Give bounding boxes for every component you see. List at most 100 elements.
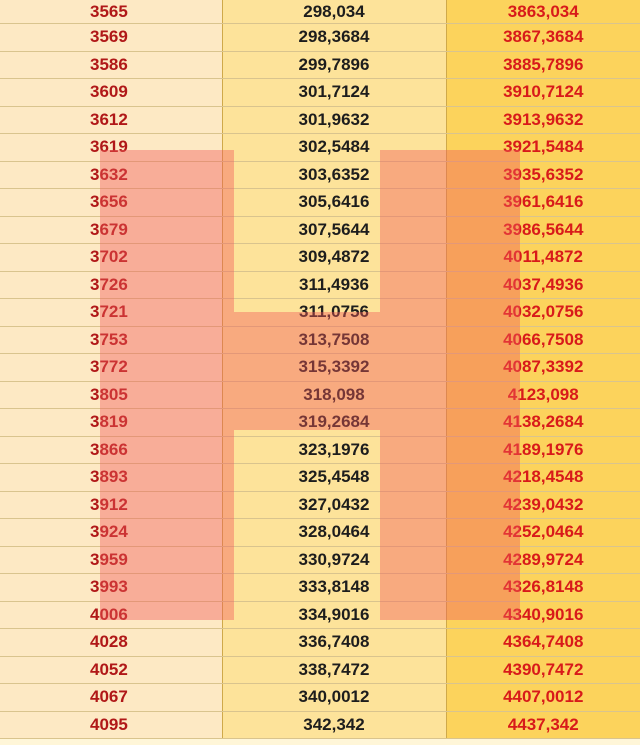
total-value-cell[interactable]: 4037,4936 <box>446 271 640 299</box>
total-value-cell[interactable]: 4340,9016 <box>446 601 640 629</box>
base-value-cell[interactable]: 3609 <box>0 78 223 107</box>
added-value-cell[interactable]: 325,4548 <box>222 463 447 492</box>
total-value-cell[interactable]: 4066,7508 <box>446 326 640 354</box>
base-value-cell[interactable]: 3721 <box>0 298 223 327</box>
base-value-cell[interactable]: 3565 <box>0 0 223 24</box>
total-value-cell[interactable]: 4252,0464 <box>446 518 640 547</box>
total-value-cell[interactable]: 4364,7408 <box>446 628 640 657</box>
added-value-cell[interactable]: 302,5484 <box>222 133 447 162</box>
base-value-cell[interactable]: 3726 <box>0 271 223 299</box>
table-row: 4052 338,7472 4390,7472 <box>0 656 640 684</box>
added-value-cell[interactable]: 307,5644 <box>222 216 447 244</box>
total-value-cell[interactable]: 4326,8148 <box>446 573 640 602</box>
added-value-cell[interactable]: 330,9724 <box>222 546 447 574</box>
table-row: 3959 330,9724 4289,9724 <box>0 546 640 574</box>
added-value-cell[interactable]: 340,0012 <box>222 683 447 712</box>
total-value-cell[interactable]: 4218,4548 <box>446 463 640 492</box>
base-value-cell[interactable]: 4067 <box>0 683 223 712</box>
total-value-cell[interactable]: 4289,9724 <box>446 546 640 574</box>
base-value-cell[interactable]: 3656 <box>0 188 223 217</box>
added-value-cell[interactable]: 311,4936 <box>222 271 447 299</box>
table-row: 3656 305,6416 3961,6416 <box>0 188 640 217</box>
base-value-cell[interactable]: 3619 <box>0 133 223 162</box>
total-value-cell[interactable]: 4189,1976 <box>446 436 640 464</box>
added-value-cell[interactable]: 303,6352 <box>222 161 447 189</box>
table-row: 3679 307,5644 3986,5644 <box>0 216 640 244</box>
total-value-cell[interactable]: 3910,7124 <box>446 78 640 107</box>
base-value-cell[interactable]: 4095 <box>0 711 223 739</box>
base-value-cell[interactable]: 3753 <box>0 326 223 354</box>
total-value-cell[interactable]: 4437,342 <box>446 711 640 739</box>
base-value-cell[interactable]: 3866 <box>0 436 223 464</box>
total-value-cell[interactable]: 3913,9632 <box>446 106 640 134</box>
base-value-cell[interactable]: 3893 <box>0 463 223 492</box>
base-value-cell[interactable]: 3586 <box>0 51 223 79</box>
base-value-cell[interactable]: 3679 <box>0 216 223 244</box>
total-value-cell[interactable]: 4087,3392 <box>446 353 640 382</box>
table-row: 3632 303,6352 3935,6352 <box>0 161 640 189</box>
added-value-cell[interactable]: 333,8148 <box>222 573 447 602</box>
base-value-cell[interactable]: 3912 <box>0 491 223 519</box>
added-value-cell[interactable]: 311,0756 <box>222 298 447 327</box>
added-value-cell[interactable]: 342,342 <box>222 711 447 739</box>
total-value-cell[interactable]: 4032,0756 <box>446 298 640 327</box>
table-row: 3912 327,0432 4239,0432 <box>0 491 640 519</box>
base-value-cell[interactable]: 3702 <box>0 243 223 272</box>
total-value-cell[interactable]: 4123,098 <box>446 381 640 409</box>
table-row: 3819 319,2684 4138,2684 <box>0 408 640 437</box>
base-value-cell[interactable]: 3924 <box>0 518 223 547</box>
base-value-cell[interactable]: 3612 <box>0 106 223 134</box>
total-value-cell[interactable]: 4407,0012 <box>446 683 640 712</box>
added-value-cell[interactable]: 328,0464 <box>222 518 447 547</box>
added-value-cell[interactable]: 315,3392 <box>222 353 447 382</box>
table-row: 3565 298,034 3863,034 <box>0 0 640 24</box>
added-value-cell[interactable]: 338,7472 <box>222 656 447 684</box>
base-value-cell[interactable]: 4028 <box>0 628 223 657</box>
added-value-cell[interactable]: 319,2684 <box>222 408 447 437</box>
total-value-cell[interactable]: 3921,5484 <box>446 133 640 162</box>
total-value-cell[interactable]: 4011,4872 <box>446 243 640 272</box>
added-value-cell[interactable]: 334,9016 <box>222 601 447 629</box>
table-row: 4028 336,7408 4364,7408 <box>0 628 640 657</box>
table-row: 3569 298,3684 3867,3684 <box>0 23 640 52</box>
base-value-cell[interactable]: 4052 <box>0 656 223 684</box>
total-value-cell[interactable]: 3961,6416 <box>446 188 640 217</box>
added-value-cell[interactable]: 309,4872 <box>222 243 447 272</box>
added-value-cell[interactable]: 323,1976 <box>222 436 447 464</box>
added-value-cell[interactable]: 298,3684 <box>222 23 447 52</box>
total-value-cell[interactable]: 3863,034 <box>446 0 640 24</box>
total-value-cell[interactable]: 3885,7896 <box>446 51 640 79</box>
total-value-cell[interactable]: 3867,3684 <box>446 23 640 52</box>
base-value-cell[interactable]: 3569 <box>0 23 223 52</box>
total-value-cell[interactable]: 3986,5644 <box>446 216 640 244</box>
base-value-cell[interactable]: 3772 <box>0 353 223 382</box>
table-row: 3586 299,7896 3885,7896 <box>0 51 640 79</box>
added-value-cell[interactable]: 301,7124 <box>222 78 447 107</box>
base-value-cell[interactable]: 3805 <box>0 381 223 409</box>
base-value-cell[interactable]: 3632 <box>0 161 223 189</box>
added-value-cell[interactable]: 336,7408 <box>222 628 447 657</box>
added-value-cell[interactable]: 299,7896 <box>222 51 447 79</box>
base-value-cell[interactable]: 3959 <box>0 546 223 574</box>
total-value-cell[interactable]: 4390,7472 <box>446 656 640 684</box>
base-value-cell[interactable]: 3819 <box>0 408 223 437</box>
added-value-cell[interactable]: 313,7508 <box>222 326 447 354</box>
table-row: 3702 309,4872 4011,4872 <box>0 243 640 272</box>
table-row: 3893 325,4548 4218,4548 <box>0 463 640 492</box>
added-value-cell[interactable]: 305,6416 <box>222 188 447 217</box>
added-value-cell[interactable]: 301,9632 <box>222 106 447 134</box>
base-value-cell[interactable]: 3993 <box>0 573 223 602</box>
total-value-cell[interactable]: 4138,2684 <box>446 408 640 437</box>
table-row: 3924 328,0464 4252,0464 <box>0 518 640 547</box>
total-value-cell[interactable]: 3935,6352 <box>446 161 640 189</box>
added-value-cell[interactable]: 298,034 <box>222 0 447 24</box>
table-row: 3619 302,5484 3921,5484 <box>0 133 640 162</box>
added-value-cell[interactable]: 327,0432 <box>222 491 447 519</box>
table-row: 4067 340,0012 4407,0012 <box>0 683 640 712</box>
added-value-cell[interactable]: 318,098 <box>222 381 447 409</box>
table-row: 3866 323,1976 4189,1976 <box>0 436 640 464</box>
base-value-cell[interactable]: 4006 <box>0 601 223 629</box>
total-value-cell[interactable]: 4239,0432 <box>446 491 640 519</box>
